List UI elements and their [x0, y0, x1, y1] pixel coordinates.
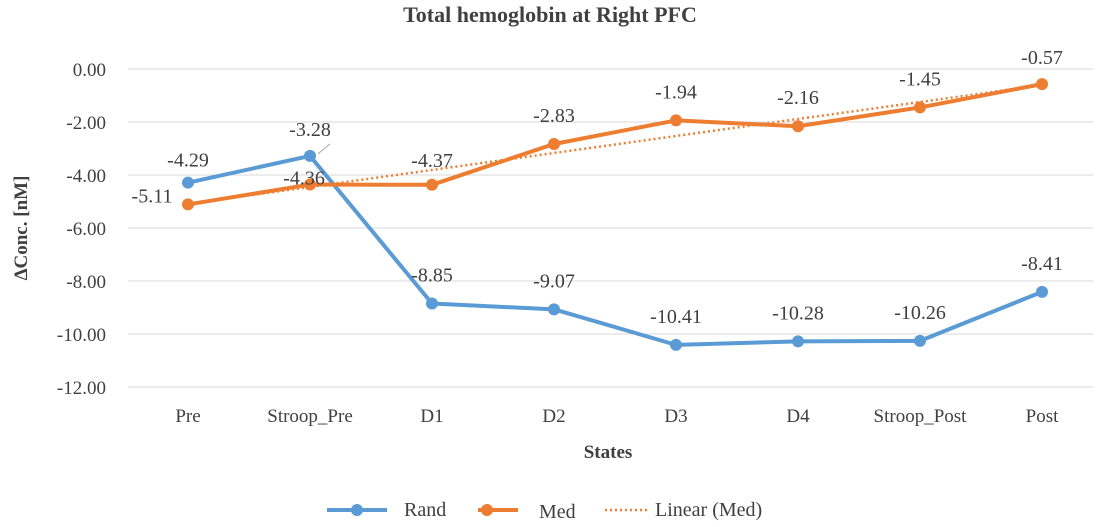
data-label-med: -2.83 — [533, 105, 575, 127]
data-label-layer: -4.29 -3.28 -8.85 -9.07 -10.41 -10.28 -10.26 -8… — [132, 47, 1063, 328]
data-point-rand — [182, 176, 194, 189]
data-point-rand — [304, 149, 316, 162]
trendline-layer — [187, 83, 1043, 206]
chart-title: Total hemoglobin at Right PFC — [403, 2, 697, 27]
data-point-med — [1036, 78, 1048, 91]
legend-rand-label: Rand — [404, 499, 446, 521]
data-point-rand — [792, 335, 804, 348]
data-label-rand: -9.07 — [533, 270, 575, 292]
x-tick-label: D4 — [786, 406, 810, 427]
x-axis-title: States — [584, 442, 633, 463]
x-tick-label: Stroop_Post — [874, 406, 968, 427]
data-label-med: -2.16 — [777, 87, 819, 109]
x-tick-label: D2 — [542, 406, 565, 427]
legend-med-label: Med — [539, 501, 576, 523]
data-point-rand — [426, 297, 438, 310]
legend-item-linear-med: Linear (Med) — [605, 499, 762, 521]
data-point-med — [792, 120, 804, 133]
data-point-med — [304, 178, 316, 191]
data-point-med — [548, 137, 560, 150]
gridlines — [128, 68, 1093, 388]
data-point-med — [914, 101, 926, 114]
data-label-rand: -4.29 — [167, 150, 209, 172]
y-tick-label: -10.00 — [57, 325, 106, 346]
data-label-med: -1.94 — [655, 81, 697, 103]
data-point-med — [670, 114, 682, 127]
legend-trendline-label: Linear (Med) — [655, 499, 762, 521]
data-label-rand: -10.26 — [894, 302, 946, 324]
data-label-med: -4.37 — [411, 150, 453, 172]
data-label-rand: -10.28 — [772, 302, 824, 324]
data-label-rand: -10.41 — [650, 306, 702, 328]
x-axis-tick-labels: Pre Stroop_Pre D1 D2 D3 D4 Stroop_Post Post — [175, 406, 1059, 427]
data-label-rand: -3.28 — [289, 119, 331, 141]
data-point-rand — [1036, 285, 1048, 298]
x-tick-label: Pre — [175, 406, 200, 427]
data-label-med: -1.45 — [899, 68, 941, 90]
data-point-med — [182, 198, 194, 211]
series-layer — [182, 78, 1048, 351]
data-point-rand — [914, 334, 926, 347]
legend-rand-marker — [351, 504, 363, 516]
trendline-linear-med — [187, 83, 1043, 206]
y-tick-label: 0.00 — [73, 60, 106, 81]
legend: Rand Med Linear (Med) — [327, 499, 762, 523]
y-axis-tick-labels: 0.00 -2.00 -4.00 -6.00 -8.00 -10.00 -12.00 — [57, 60, 106, 399]
y-tick-label: -12.00 — [57, 378, 106, 399]
y-tick-label: -4.00 — [66, 166, 106, 187]
data-point-rand — [548, 303, 560, 316]
series-line-rand — [187, 153, 1043, 347]
data-label-med: -5.11 — [132, 185, 173, 207]
legend-med-marker — [481, 504, 493, 516]
data-label-leader-line — [317, 143, 331, 155]
data-label-rand: -8.41 — [1021, 253, 1063, 275]
series-line-med — [187, 82, 1043, 207]
data-point-rand — [670, 338, 682, 351]
legend-item-rand: Rand — [327, 499, 446, 521]
x-tick-label: D1 — [420, 406, 443, 427]
y-axis-title: ΔConc. [nM] — [11, 176, 32, 281]
legend-item-med: Med — [478, 501, 576, 523]
x-tick-label: Post — [1026, 406, 1059, 427]
data-label-med: -0.57 — [1021, 47, 1063, 69]
x-tick-label: D3 — [664, 406, 687, 427]
data-label-med: -4.36 — [283, 168, 325, 190]
y-tick-label: -8.00 — [66, 272, 106, 293]
y-tick-label: -2.00 — [66, 113, 106, 134]
data-label-rand: -8.85 — [411, 265, 453, 287]
x-tick-label: Stroop_Pre — [267, 406, 353, 427]
y-tick-label: -6.00 — [66, 219, 106, 240]
data-point-med — [426, 178, 438, 191]
